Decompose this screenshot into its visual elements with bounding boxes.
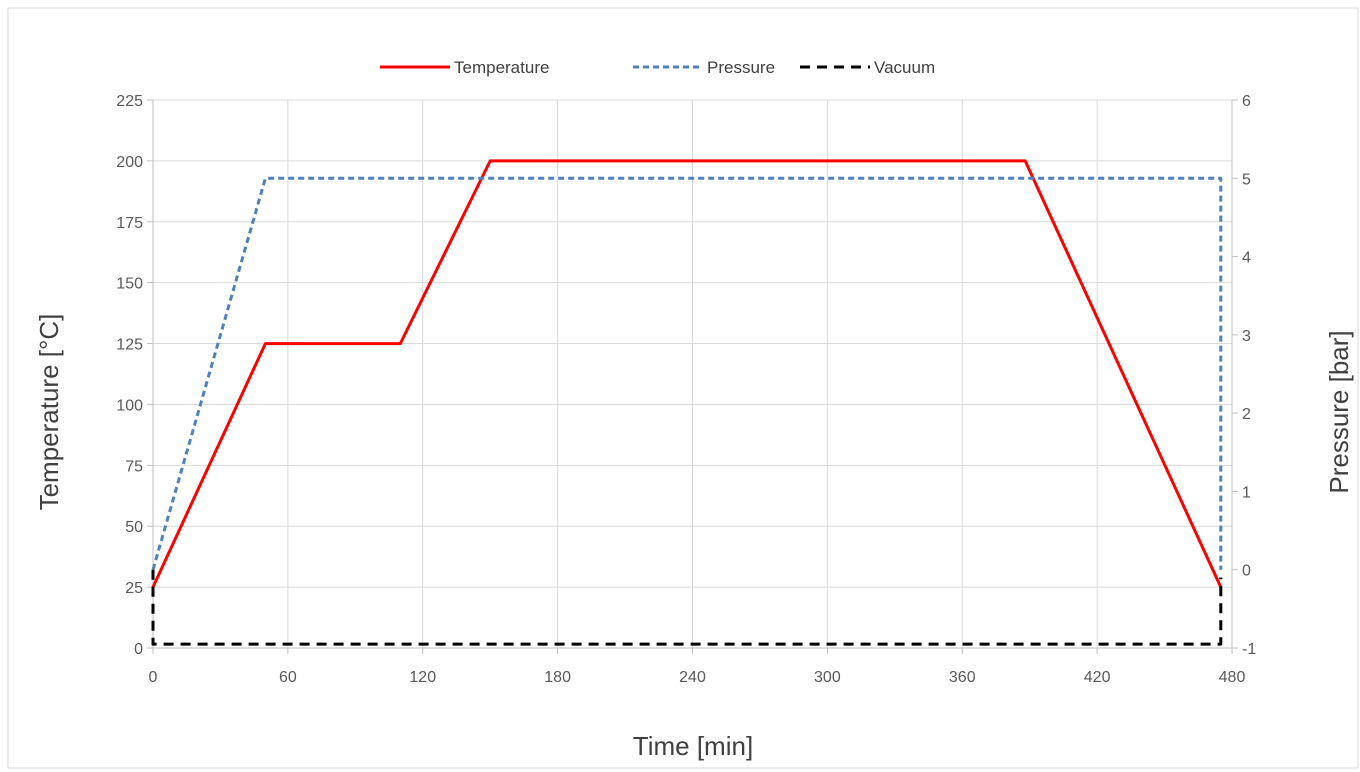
y-tick-label: 225 xyxy=(116,93,143,110)
x-tick-label: 420 xyxy=(1084,669,1111,686)
y2-tick-label: 3 xyxy=(1242,328,1251,345)
y-tick-label: 150 xyxy=(116,276,143,293)
series-lines xyxy=(151,159,1223,646)
series-line-temperature xyxy=(151,159,1223,588)
legend-label-vacuum: Vacuum xyxy=(874,58,935,77)
legend-label-pressure: Pressure xyxy=(707,58,775,77)
x-tick-label: 60 xyxy=(279,669,297,686)
x-tick-label: 0 xyxy=(149,669,158,686)
y2-tick-label: 0 xyxy=(1242,563,1251,580)
y-tick-label: 0 xyxy=(134,641,143,658)
y2-tick-label: -1 xyxy=(1242,641,1256,658)
y2-tick-label: 2 xyxy=(1242,406,1251,423)
x-tick-label: 480 xyxy=(1219,669,1246,686)
y-tick-label: 75 xyxy=(125,458,143,475)
x-tick-label: 300 xyxy=(814,669,841,686)
y-tick-label: 200 xyxy=(116,154,143,171)
x-tick-label: 180 xyxy=(544,669,571,686)
x-tick-label: 360 xyxy=(949,669,976,686)
y2-tick-label: 5 xyxy=(1242,171,1251,188)
y-tick-label: 50 xyxy=(125,519,143,536)
y2-tick-label: 6 xyxy=(1242,93,1251,110)
y-tick-label: 25 xyxy=(125,580,143,597)
y-axis-title: Temperature [°C] xyxy=(34,314,64,511)
y2-tick-label: 1 xyxy=(1242,484,1251,501)
y-tick-label: 175 xyxy=(116,215,143,232)
y-tick-label: 125 xyxy=(116,337,143,354)
chart-frame xyxy=(7,7,1359,769)
x-tick-label: 240 xyxy=(679,669,706,686)
x-axis-title: Time [min] xyxy=(633,731,753,761)
series-line-vacuum xyxy=(151,569,1223,646)
legend: Temperature Pressure Vacuum xyxy=(380,58,935,77)
y-tick-label: 100 xyxy=(116,397,143,414)
y2-axis-title: Pressure [bar] xyxy=(1324,330,1354,493)
legend-label-temperature: Temperature xyxy=(454,58,549,77)
x-tick-label: 120 xyxy=(409,669,436,686)
y2-tick-label: 4 xyxy=(1242,250,1251,267)
series-line-pressure xyxy=(151,176,1223,571)
